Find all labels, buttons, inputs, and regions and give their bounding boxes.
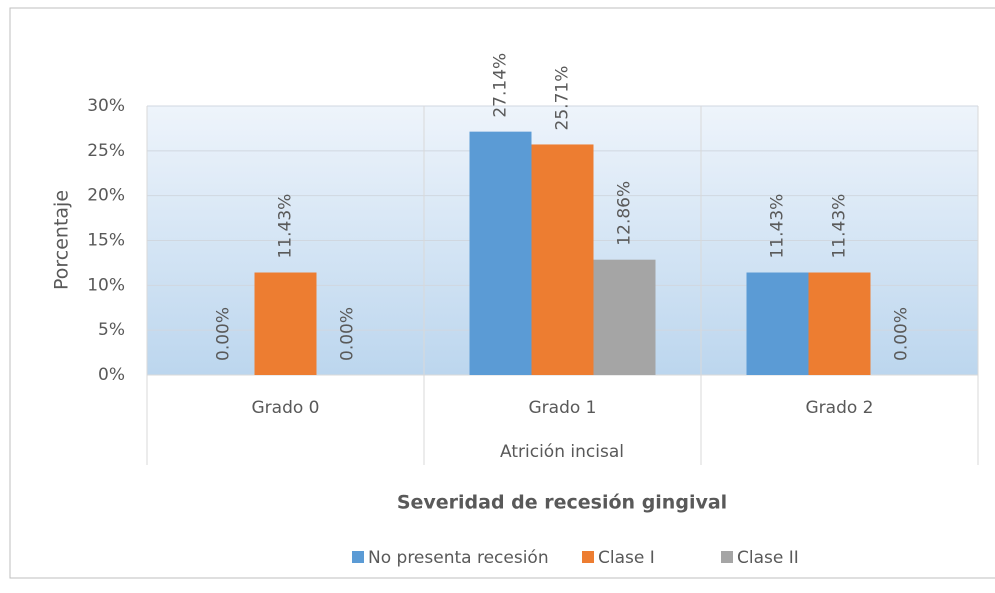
data-label: 11.43% [768, 194, 788, 259]
x-tick-label: Grado 0 [252, 398, 320, 418]
legend-swatch [352, 551, 364, 563]
bar [593, 259, 656, 375]
data-label: 27.14% [491, 53, 511, 118]
data-label: 12.86% [615, 181, 635, 246]
legend-swatch [582, 551, 594, 563]
data-label: 11.43% [830, 194, 850, 259]
legend-label: Clase I [598, 548, 655, 568]
data-label: 25.71% [553, 66, 573, 131]
bar [254, 272, 317, 375]
y-tick-label: 20% [87, 186, 125, 206]
x-tick-label: Grado 1 [529, 398, 597, 418]
legend-swatch [721, 551, 733, 563]
y-tick-label: 5% [98, 320, 125, 340]
bar [808, 272, 871, 375]
data-label: 11.43% [276, 194, 296, 259]
x-tick-label: Grado 2 [806, 398, 874, 418]
y-tick-label: 0% [98, 365, 125, 385]
y-tick-label: 30% [87, 96, 125, 116]
bar [746, 272, 809, 375]
bar [531, 144, 594, 375]
x-axis-label: Atrición incisal [500, 442, 624, 462]
legend-label: Clase II [737, 548, 799, 568]
y-axis-label: Porcentaje [51, 190, 73, 290]
y-tick-label: 25% [87, 141, 125, 161]
legend-title: Severidad de recesión gingival [397, 492, 727, 514]
data-label: 0.00% [892, 307, 912, 361]
y-tick-label: 10% [87, 275, 125, 295]
data-label: 0.00% [214, 307, 234, 361]
data-label: 0.00% [338, 307, 358, 361]
bar [469, 131, 532, 375]
y-tick-label: 15% [87, 231, 125, 251]
legend-label: No presenta recesión [368, 548, 549, 568]
